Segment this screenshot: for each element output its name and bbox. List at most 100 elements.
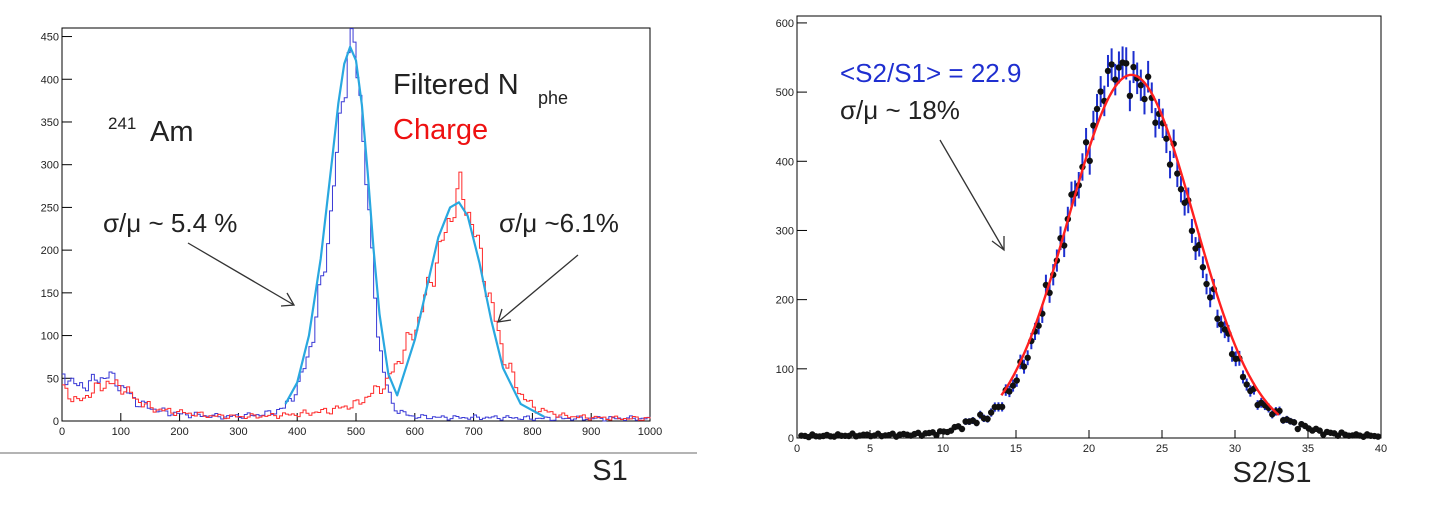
left-x-tick-label: 200	[170, 426, 188, 438]
right-y-tick-label: 600	[776, 18, 794, 30]
data-point	[1123, 60, 1130, 67]
data-point	[1214, 315, 1221, 322]
left-x-tick-label: 900	[582, 426, 600, 438]
left-series-group	[62, 28, 651, 422]
left-y-tick-label: 50	[47, 373, 59, 385]
legend-charge-label: Charge	[393, 114, 488, 146]
legend-filtered-label: Filtered N	[393, 69, 519, 101]
data-point	[1174, 170, 1181, 177]
left-y-tick-label: 100	[41, 331, 59, 343]
data-point	[1221, 326, 1228, 333]
left-x-tick-label: 100	[112, 426, 130, 438]
isotope-label: Am	[150, 116, 194, 148]
right-panel: 0 5 10 15 20 25 30 35 40 0 100 200 300 400 500 600 S2/…	[776, 15, 1387, 489]
right-x-tick-label: 5	[867, 443, 873, 455]
left-x-tick-label: 700	[464, 426, 482, 438]
right-y-tick-label: 200	[776, 295, 794, 307]
left-panel: 0 100 200 300 400 500 600 700 800 900 1000 0 50 100 1…	[0, 27, 697, 487]
left-y-tick-label: 150	[41, 288, 59, 300]
arrow-right	[497, 254, 579, 323]
data-point	[1006, 388, 1013, 395]
data-point	[1108, 61, 1115, 68]
left-y-tick-label: 450	[41, 32, 59, 44]
filtered-histogram	[62, 28, 651, 422]
data-point	[1097, 88, 1104, 95]
data-point	[1228, 350, 1236, 358]
arrow-ratio	[939, 139, 1005, 252]
left-y-tick-label: 400	[41, 74, 59, 86]
left-x-tick-label: 600	[406, 426, 424, 438]
data-point	[1276, 407, 1283, 415]
gaussian-fit-curve	[1000, 73, 1280, 416]
data-point	[1188, 227, 1196, 235]
data-point	[958, 425, 966, 433]
right-x-tick-label: 10	[937, 443, 949, 455]
left-y-axis-ticks: 0 50 100 150 200 250 300 350 400 450	[41, 32, 72, 428]
data-point	[1243, 381, 1250, 388]
left-x-tick-label: 300	[229, 426, 247, 438]
data-point	[1112, 76, 1119, 83]
data-point	[1013, 377, 1020, 384]
left-x-axis-ticks: 0 100 200 300 400 500 600 700 800 900 1000	[59, 413, 662, 438]
data-point	[1177, 186, 1185, 193]
left-x-tick-label: 0	[59, 426, 65, 438]
right-x-axis-ticks: 0 5 10 15 20 25 30 35 40	[794, 430, 1387, 455]
left-y-tick-label: 0	[53, 416, 59, 428]
right-y-tick-label: 100	[776, 364, 794, 376]
data-point	[1104, 67, 1112, 75]
right-x-tick-label: 25	[1156, 443, 1168, 455]
data-point	[1374, 433, 1382, 440]
data-point	[1141, 95, 1148, 103]
left-y-tick-label: 200	[41, 245, 59, 257]
data-point	[1290, 419, 1298, 426]
data-point	[1163, 135, 1170, 142]
data-point	[1035, 322, 1042, 329]
gaussian-fit-curve	[284, 45, 545, 418]
data-point	[1137, 82, 1145, 89]
left-y-tick-label: 350	[41, 117, 59, 129]
data-point	[1020, 363, 1028, 370]
data-point	[1130, 63, 1137, 71]
data-point	[987, 409, 995, 416]
data-point	[1294, 425, 1301, 433]
right-y-axis-ticks: 0 100 200 300 400 500 600	[776, 18, 807, 445]
charge-histogram	[62, 171, 651, 421]
data-point	[1239, 373, 1247, 381]
right-y-tick-label: 0	[788, 433, 794, 445]
data-point	[1082, 139, 1090, 146]
data-point	[1144, 73, 1152, 80]
data-point	[1217, 321, 1225, 328]
left-x-tick-label: 500	[347, 426, 365, 438]
data-point	[998, 403, 1006, 411]
left-x-tick-label: 400	[288, 426, 306, 438]
sigma-right-label: σ/μ ~6.1%	[499, 208, 619, 238]
left-x-tick-label: 800	[523, 426, 541, 438]
right-x-tick-label: 40	[1375, 443, 1387, 455]
right-x-tick-label: 0	[794, 443, 800, 455]
data-point	[984, 415, 991, 423]
right-y-tick-label: 300	[776, 225, 794, 237]
data-point	[1152, 119, 1159, 126]
sigma-left-label: σ/μ ~ 5.4 %	[103, 208, 237, 238]
mean-ratio-label: <S2/S1> = 22.9	[840, 58, 1021, 88]
data-points-group	[798, 46, 1382, 441]
right-series-group	[798, 46, 1382, 441]
isotope-superscript: 241	[108, 114, 136, 133]
left-y-tick-label: 300	[41, 160, 59, 172]
data-point	[1024, 354, 1031, 361]
right-x-tick-label: 30	[1229, 443, 1241, 455]
data-point	[1126, 92, 1134, 100]
right-y-tick-label: 400	[776, 156, 794, 168]
left-x-tick-label: 1000	[638, 426, 662, 438]
right-x-axis-label: S2/S1	[1233, 457, 1312, 489]
right-y-tick-label: 500	[776, 87, 794, 99]
data-point	[1166, 161, 1174, 168]
data-point	[1060, 242, 1068, 249]
data-point	[973, 419, 980, 427]
data-point	[1090, 122, 1097, 129]
arrow-left	[187, 242, 296, 307]
data-point	[1086, 157, 1093, 165]
legend-filtered-subscript: phe	[538, 88, 568, 108]
right-x-tick-label: 35	[1302, 443, 1314, 455]
